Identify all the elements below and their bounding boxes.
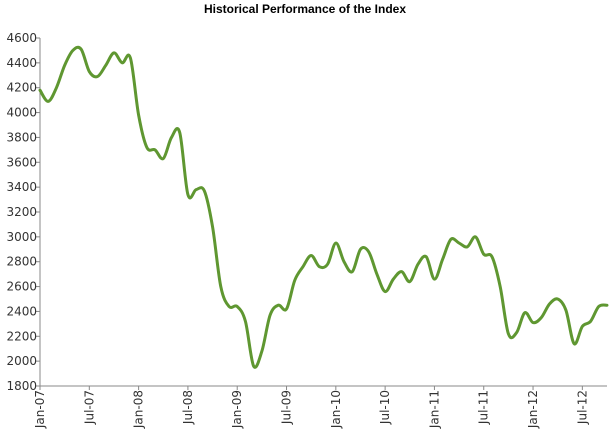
- y-tick-label: 4600: [6, 31, 37, 45]
- x-axis-ticks: Jan-07 Jul-07 Jan-08 Jul-08 Jan-09 Jul-09 Jan-…: [33, 386, 589, 429]
- x-tick-label: Jan-11: [427, 390, 441, 429]
- index-series-line: [38, 45, 609, 369]
- x-tick-label: Jul-11: [477, 390, 491, 425]
- x-tick-label: Jan-07: [33, 390, 47, 429]
- x-tick-label: Jan-09: [230, 390, 244, 429]
- y-axis-ticks: 1800 2000 2200 2400 2600 2800 3000 3200 3400 3600…: [6, 31, 40, 393]
- y-tick-label: 3400: [6, 180, 37, 194]
- y-tick-label: 4200: [6, 81, 37, 95]
- y-tick-label: 2400: [6, 304, 37, 318]
- y-tick-label: 2000: [6, 354, 37, 368]
- x-tick-label: Jul-09: [280, 390, 294, 425]
- x-tick-label: Jul-10: [378, 390, 392, 425]
- y-tick-label: 3200: [6, 205, 37, 219]
- y-tick-label: 3800: [6, 130, 37, 144]
- chart-title: Historical Performance of the Index: [204, 2, 406, 16]
- y-tick-label: 1800: [6, 379, 37, 393]
- x-tick-label: Jul-07: [82, 390, 96, 425]
- y-tick-label: 4400: [6, 56, 37, 70]
- x-tick-label: Jan-10: [329, 390, 343, 429]
- y-tick-label: 3600: [6, 155, 37, 169]
- y-tick-label: 3000: [6, 230, 37, 244]
- y-tick-label: 2600: [6, 280, 37, 294]
- x-tick-label: Jul-12: [575, 390, 589, 425]
- x-tick-label: Jan-08: [132, 390, 146, 429]
- x-tick-label: Jul-08: [181, 390, 195, 425]
- y-tick-label: 2200: [6, 329, 37, 343]
- x-tick-label: Jan-12: [526, 390, 540, 429]
- series-group: [38, 45, 609, 369]
- y-tick-label: 2800: [6, 255, 37, 269]
- y-tick-label: 4000: [6, 106, 37, 120]
